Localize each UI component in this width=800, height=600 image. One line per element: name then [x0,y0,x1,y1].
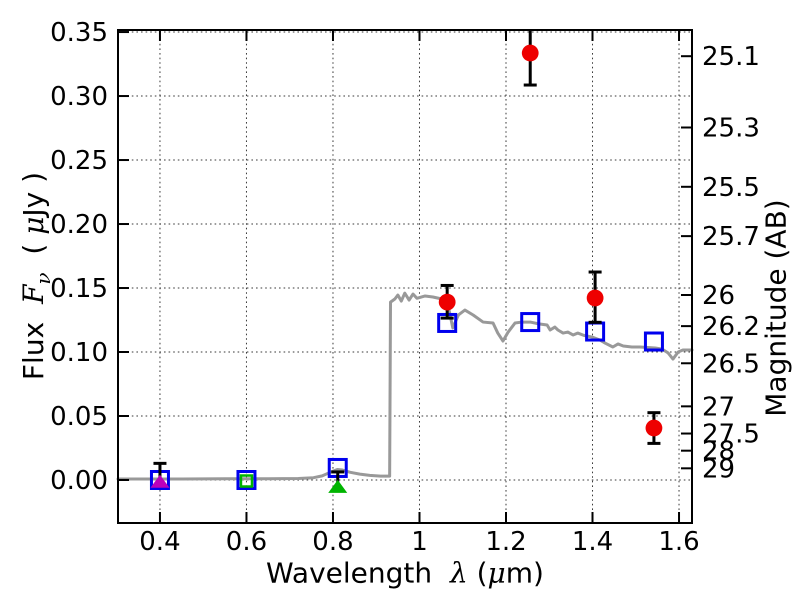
mag-tick-label: 27.5 [702,420,760,450]
x-tick-label: 1.2 [485,527,526,557]
mag-tick-label: 25.5 [702,173,760,203]
x-tick-label: 1.4 [572,527,613,557]
mu-symbol: μ [487,556,506,590]
flux-tick-label: 0.20 [50,210,108,240]
mag-tick-label: 25.1 [702,42,760,72]
lambda-symbol: λ [449,556,468,590]
mag-tick-label: 26.2 [702,312,760,342]
y-axis-label-right: Magnitude (AB) [759,199,793,417]
mag-tick-label: 27 [702,392,735,422]
x-tick-label: 1.6 [658,527,699,557]
magenta-photometry-triangle [150,474,170,488]
x-axis-label: Wavelength λ (μm) [266,556,544,590]
mag-tick-label: 28 [702,437,735,467]
x-tick-label: 1 [411,527,428,557]
green-photometry-triangle [328,479,348,493]
mu-symbol-flux: μ [17,216,51,235]
x-tick-label: 0.8 [312,527,353,557]
flux-label-text: Flux [17,321,51,381]
green-photometry-square [239,474,254,488]
flux-tick-label: 0.25 [50,146,108,176]
observed-photometry [586,289,604,307]
x-axis-label-text: Wavelength [266,556,433,590]
flux-tick-label: 0.00 [50,466,108,496]
observed-photometry [438,293,456,311]
model-photometry-squares [643,331,664,352]
mag-tick-label: 29 [702,454,735,484]
flux-symbol: F [17,284,51,305]
x-tick-label: 0.4 [139,527,180,557]
observed-photometry [645,419,663,437]
plot-frame [117,29,693,524]
x-tick-label: 0.6 [226,527,267,557]
model-photometry-squares [236,469,257,490]
model-spectrum [116,291,694,481]
mag-tick-label: 25.3 [702,113,760,143]
flux-tick-label: 0.15 [50,274,108,304]
flux-tick-label: 0.10 [50,338,108,368]
mag-tick-label: 25.7 [702,222,760,252]
nu-subscript: ν [30,272,55,285]
flux-tick-label: 0.05 [50,402,108,432]
flux-tick-label: 0.35 [50,18,108,48]
y-axis-label-left: Flux Fν ( μJy ) [17,171,55,381]
model-photometry-squares [520,312,541,333]
mag-tick-label: 26 [702,281,735,311]
flux-tick-label: 0.30 [50,82,108,112]
mag-tick-label: 26.5 [702,349,760,379]
observed-photometry [521,44,539,62]
